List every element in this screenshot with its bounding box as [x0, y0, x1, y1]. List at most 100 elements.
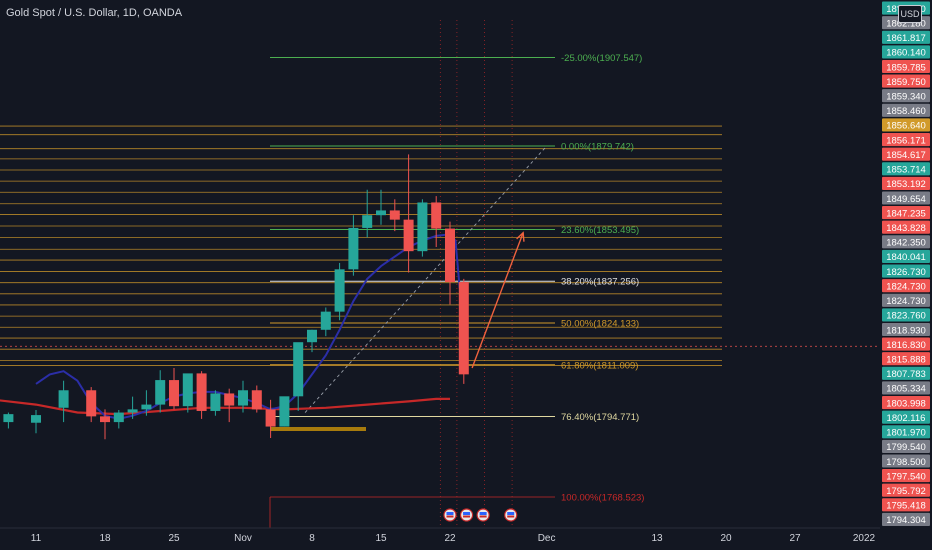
price-axis-label: 1853.714	[886, 165, 926, 176]
time-axis-tick: 8	[309, 533, 315, 544]
candle-body	[293, 342, 304, 397]
price-axis-label: 1795.792	[886, 486, 926, 497]
time-axis-tick: 2022	[853, 533, 876, 544]
candle-body	[389, 210, 400, 220]
candle	[86, 387, 97, 423]
price-axis-label: 1826.730	[886, 267, 926, 278]
price-axis-label: 1824.730	[886, 281, 926, 292]
candle-body	[376, 210, 386, 216]
price-axis-label: 1859.785	[886, 62, 926, 73]
candle-body	[155, 380, 166, 405]
candle	[389, 199, 400, 232]
candle-body	[320, 311, 331, 330]
price-axis-tag	[882, 147, 930, 161]
price-axis-label: 1802.116	[887, 413, 926, 424]
price-axis-label: 1858.460	[886, 106, 926, 117]
candle-body	[417, 202, 428, 252]
candle-body	[58, 390, 69, 408]
candle	[265, 399, 276, 439]
event-flag-stripe	[446, 515, 454, 518]
candle-body	[31, 415, 41, 423]
time-axis-tick: 11	[31, 533, 42, 544]
price-axis-tag	[882, 249, 930, 263]
currency-button[interactable]: USD	[898, 5, 922, 23]
candle-body	[210, 393, 221, 411]
price-axis-tag	[882, 293, 930, 307]
price-axis-label: 1847.235	[886, 208, 926, 219]
candle	[58, 380, 69, 423]
price-axis-tag	[882, 512, 930, 526]
candle	[334, 262, 345, 321]
candle-body	[3, 414, 14, 423]
event-flag-stripe	[446, 512, 454, 515]
price-axis-tag	[882, 439, 930, 453]
price-axis-tag	[882, 396, 930, 410]
event-flag-stripe	[479, 515, 487, 518]
price-axis-label: 1854.617	[886, 150, 926, 161]
price-axis-label: 1860.140	[886, 48, 926, 59]
price-axis-label: 1842.350	[886, 238, 926, 249]
fib-label: 61.80%(1811.009)	[561, 360, 638, 371]
price-axis-tag	[882, 279, 930, 293]
price-axis-tag	[882, 308, 930, 322]
ema-fast-line	[270, 233, 461, 411]
candle	[362, 189, 373, 238]
chart-title: Gold Spot / U.S. Dollar, 1D, OANDA	[6, 7, 183, 19]
price-axis-tag	[882, 89, 930, 103]
price-axis-tag	[882, 30, 930, 44]
candle	[307, 329, 317, 353]
price-axis-label: 1797.540	[886, 471, 926, 482]
time-axis-tick: 25	[168, 533, 180, 544]
candle	[293, 342, 304, 411]
candle-body	[279, 396, 290, 427]
price-axis-label: 1815.888	[886, 354, 926, 365]
price-axis-tag	[882, 498, 930, 512]
price-axis-tag	[882, 337, 930, 351]
price-axis-label: 1816.830	[886, 340, 926, 351]
price-axis-label: 1807.783	[886, 369, 926, 380]
candle	[127, 396, 138, 419]
time-axis-tick: Nov	[234, 533, 252, 544]
projection-arrow	[471, 232, 524, 369]
event-flag-stripe	[507, 512, 515, 515]
candle	[376, 189, 386, 225]
price-axis-label: 1795.418	[886, 501, 926, 512]
candle-body	[445, 228, 455, 283]
price-axis-tag	[882, 235, 930, 249]
price-axis-label: 1859.340	[886, 91, 926, 102]
price-axis-label: 1862.180	[886, 18, 926, 29]
candle	[279, 396, 290, 427]
price-axis-tag	[882, 191, 930, 205]
candle	[238, 380, 248, 413]
price-axis-tag	[882, 162, 930, 176]
candle	[155, 370, 166, 413]
price-axis-label: 1861.817	[886, 33, 926, 44]
arrow-head-icon	[516, 231, 525, 242]
candle	[224, 388, 235, 423]
time-axis-tick: 20	[720, 533, 732, 544]
candle	[348, 215, 359, 276]
candle-body	[224, 393, 235, 406]
candle	[31, 409, 41, 434]
time-axis-tick: 13	[651, 533, 663, 544]
candle	[458, 278, 469, 384]
candle-body	[362, 215, 373, 228]
candle	[113, 409, 124, 429]
price-axis-label: 1798.500	[886, 457, 926, 468]
candle	[3, 412, 14, 429]
price-axis-label: 1859.750	[886, 77, 926, 88]
price-axis-tag	[882, 118, 930, 132]
fib-label: 23.60%(1853.495)	[561, 225, 639, 236]
price-axis-label: 1843.828	[886, 223, 926, 234]
candle-body	[431, 202, 442, 229]
candle-body	[196, 373, 207, 411]
price-axis-tag	[882, 352, 930, 366]
price-axis-tag	[882, 410, 930, 424]
time-axis-tick: 15	[375, 533, 387, 544]
fib-label: 50.00%(1824.133)	[561, 319, 639, 330]
candle-body	[458, 282, 469, 375]
candle	[141, 390, 152, 416]
candle	[251, 385, 262, 413]
candle	[196, 371, 207, 419]
